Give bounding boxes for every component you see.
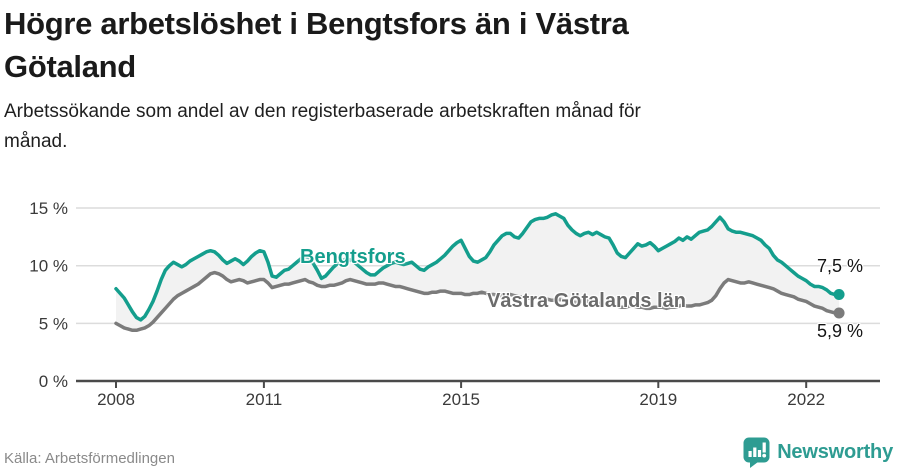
y-tick-label-0: 0 % xyxy=(39,372,68,391)
title-line-1: Högre arbetslöshet i Bengtsfors än i Väs… xyxy=(4,6,629,41)
newsworthy-logo-icon xyxy=(743,437,770,468)
line-series-bengtsfors xyxy=(114,212,841,322)
newsworthy-brand-text: Newsworthy xyxy=(777,441,893,463)
chart-subtitle: Arbetssökande som andel av den registerb… xyxy=(4,97,884,157)
title-line-2: Götaland xyxy=(4,49,136,84)
newsworthy-logo: Newsworthy xyxy=(743,437,893,468)
y-tick-label-15: 15 % xyxy=(29,199,68,218)
area-between-series xyxy=(116,213,840,331)
x-tick-label-2011: 2011 xyxy=(246,390,283,409)
page-title: Högre arbetslöshet i Bengtsfors än i Väs… xyxy=(4,2,864,88)
subtitle-line-1: Arbetssökande som andel av den registerb… xyxy=(4,101,641,122)
x-tick-label-2022: 2022 xyxy=(787,390,825,409)
subtitle-line-2: månad. xyxy=(4,131,68,152)
series-label-bengtsfors: Bengtsfors xyxy=(300,246,406,268)
series-label-vastra-gotalands-lan: Västra Götalands län xyxy=(487,290,686,312)
x-tick-label-2008: 2008 xyxy=(97,390,135,409)
source-attribution: Källa: Arbetsförmedlingen xyxy=(4,450,175,467)
end-dot-vastra-gotalands-lan xyxy=(833,307,845,319)
x-tick-label-2015: 2015 xyxy=(442,390,480,409)
x-tick-label-2019: 2019 xyxy=(639,390,677,409)
y-tick-label-5: 5 % xyxy=(39,314,68,333)
line-series-vastra-gotalands-lan xyxy=(114,270,841,333)
end-value-label-vastra-gotalands-lan: 5,9 % xyxy=(817,321,864,341)
end-value-label-bengtsfors: 7,5 % xyxy=(817,256,864,276)
y-tick-label-10: 10 % xyxy=(29,257,68,276)
end-dot-bengtsfors xyxy=(833,289,845,301)
